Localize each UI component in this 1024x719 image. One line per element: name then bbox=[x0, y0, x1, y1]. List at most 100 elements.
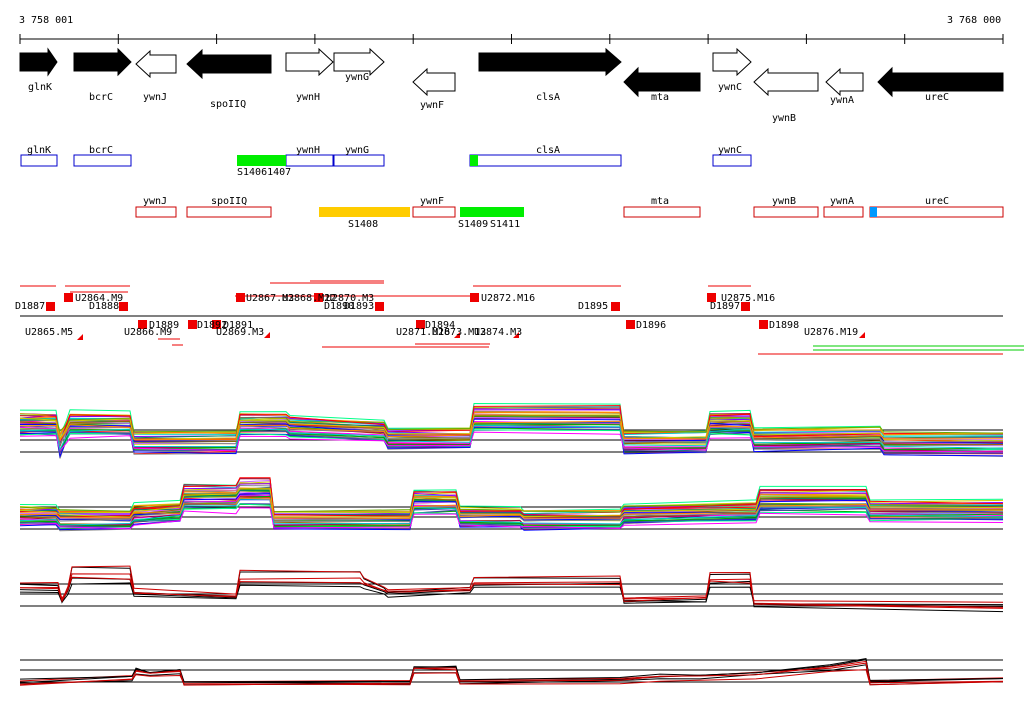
gene-label-ywnG: ywnG bbox=[345, 72, 369, 83]
marker-upper-label: U2872.M16 bbox=[481, 293, 535, 304]
marker-square[interactable] bbox=[759, 320, 768, 329]
marker-upper-label: D1890 bbox=[324, 301, 354, 312]
marker-flag bbox=[264, 332, 270, 338]
marker-square[interactable] bbox=[626, 320, 635, 329]
marker-square[interactable] bbox=[236, 293, 245, 302]
gene-arrow-clsA[interactable] bbox=[478, 47, 622, 77]
marker-square[interactable] bbox=[188, 320, 197, 329]
marker-square[interactable] bbox=[46, 302, 55, 311]
feature-box-glnK[interactable] bbox=[20, 154, 58, 167]
gene-label-ywnC: ywnC bbox=[718, 82, 742, 93]
marker-lower-label: D1892 bbox=[197, 320, 227, 331]
feature-label-ywnB: ywnB bbox=[772, 196, 796, 207]
feature-box-bcrC[interactable] bbox=[73, 154, 132, 167]
expression-series-line bbox=[19, 477, 1004, 518]
feature-box-ywnB[interactable] bbox=[753, 206, 819, 218]
feature-tss-ureC bbox=[870, 207, 877, 217]
expression-panel-2 bbox=[19, 477, 1004, 532]
expression-series-line bbox=[19, 582, 1004, 607]
segment-clsA-start-bar[interactable] bbox=[470, 155, 478, 166]
marker-upper-label: D1887 bbox=[15, 301, 45, 312]
gene-arrow-ywnH[interactable] bbox=[285, 47, 334, 77]
marker-upper-label: U2867.M3 bbox=[246, 293, 294, 304]
gene-arrow-spoIIQ[interactable] bbox=[186, 48, 272, 80]
marker-square[interactable] bbox=[470, 293, 479, 302]
feature-box-ywnG[interactable] bbox=[333, 154, 385, 167]
expression-series-line bbox=[19, 477, 1004, 513]
feature-label-ywnA: ywnA bbox=[830, 196, 854, 207]
gene-label-spoIIQ: spoIIQ bbox=[210, 99, 246, 110]
marker-lower-label: D1891 bbox=[223, 320, 253, 331]
expression-panel-4 bbox=[19, 658, 1004, 686]
feature-label-ywnH: ywnH bbox=[296, 145, 320, 156]
segment-label-S1411: S1411 bbox=[490, 219, 520, 230]
marker-upper-label: U2868.M22 bbox=[282, 293, 336, 304]
expression-series-line bbox=[19, 660, 1004, 686]
expression-series-line bbox=[19, 414, 1004, 441]
gene-label-ureC: ureC bbox=[925, 92, 949, 103]
expression-series-line bbox=[19, 577, 1004, 606]
segment-label-S1408: S1408 bbox=[348, 219, 378, 230]
feature-box-ywnC[interactable] bbox=[712, 154, 752, 167]
marker-square[interactable] bbox=[707, 293, 716, 302]
marker-flag bbox=[513, 332, 519, 338]
marker-square[interactable] bbox=[416, 320, 425, 329]
marker-lower-label: U2873.M13 bbox=[432, 327, 486, 338]
ruler-end-label: 3 768 000 bbox=[947, 15, 1001, 26]
segment-S1408-bar[interactable] bbox=[319, 207, 410, 217]
marker-square[interactable] bbox=[64, 293, 73, 302]
marker-square[interactable] bbox=[119, 302, 128, 311]
gene-arrow-ureC[interactable] bbox=[877, 66, 1004, 98]
gene-arrow-ywnF[interactable] bbox=[412, 67, 456, 97]
gene-arrow-mta[interactable] bbox=[623, 66, 701, 98]
marker-square[interactable] bbox=[138, 320, 147, 329]
features-plus-track: glnK bcrC ywnH ywnG clsA ywnC S14061407 bbox=[20, 145, 752, 178]
marker-lower-label: U2865.M5 bbox=[25, 327, 73, 338]
gene-label-mta: mta bbox=[651, 92, 669, 103]
gene-arrow-ywnA[interactable] bbox=[825, 67, 864, 97]
marker-lower-label: D1898 bbox=[769, 320, 799, 331]
feature-box-ywnH[interactable] bbox=[285, 154, 334, 167]
segment-label-S14061407: S14061407 bbox=[237, 167, 291, 178]
panel3-series bbox=[19, 565, 1004, 613]
gene-label-ywnB: ywnB bbox=[772, 113, 796, 124]
feature-label-ywnF: ywnF bbox=[420, 196, 444, 207]
segment-S14061407-bar[interactable] bbox=[237, 155, 286, 166]
marker-upper-label: D1893 bbox=[344, 301, 374, 312]
marker-upper-label: U2875.M16 bbox=[721, 293, 775, 304]
marker-square[interactable] bbox=[375, 302, 384, 311]
feature-label-spoIIQ: spoIIQ bbox=[211, 196, 247, 207]
gene-arrow-ywnC[interactable] bbox=[712, 47, 752, 77]
panel1-series bbox=[19, 402, 1004, 459]
marker-track: D1887 U2864.M9 D1888 U2867.M3 U2868.M22 … bbox=[15, 280, 1024, 355]
marker-square[interactable] bbox=[314, 293, 323, 302]
feature-box-ywnA[interactable] bbox=[823, 206, 864, 218]
feature-box-ureC[interactable] bbox=[869, 206, 1004, 218]
marker-upper-label: D1895 bbox=[578, 301, 608, 312]
feature-box-mta[interactable] bbox=[623, 206, 701, 218]
gene-arrow-glnK[interactable] bbox=[19, 47, 58, 77]
segment-S1409-bar[interactable] bbox=[460, 207, 524, 217]
segment-label-S1409: S1409 bbox=[458, 219, 488, 230]
feature-box-clsA[interactable] bbox=[469, 154, 622, 167]
expression-series-line bbox=[19, 402, 1004, 438]
marker-square[interactable] bbox=[741, 302, 750, 311]
gene-arrow-ywnG[interactable] bbox=[333, 47, 385, 77]
expression-series-line bbox=[19, 507, 1004, 530]
feature-box-spoIIQ[interactable] bbox=[186, 206, 272, 218]
expression-series-line bbox=[19, 497, 1004, 519]
expression-series-line bbox=[19, 565, 1004, 609]
feature-label-mta: mta bbox=[651, 196, 669, 207]
expression-series-line bbox=[19, 573, 1004, 608]
marker-square[interactable] bbox=[611, 302, 620, 311]
panel4-series bbox=[19, 658, 1004, 686]
gene-label-ywnF: ywnF bbox=[420, 100, 444, 111]
marker-square[interactable] bbox=[212, 320, 221, 329]
gene-arrow-ywnB[interactable] bbox=[753, 67, 819, 97]
gene-arrow-ywnJ[interactable] bbox=[135, 49, 177, 79]
feature-box-ywnJ[interactable] bbox=[135, 206, 177, 218]
expression-series-line bbox=[19, 405, 1004, 445]
gene-arrow-bcrC[interactable] bbox=[73, 47, 132, 77]
gene-label-glnK: glnK bbox=[28, 82, 52, 93]
feature-box-ywnF[interactable] bbox=[412, 206, 456, 218]
